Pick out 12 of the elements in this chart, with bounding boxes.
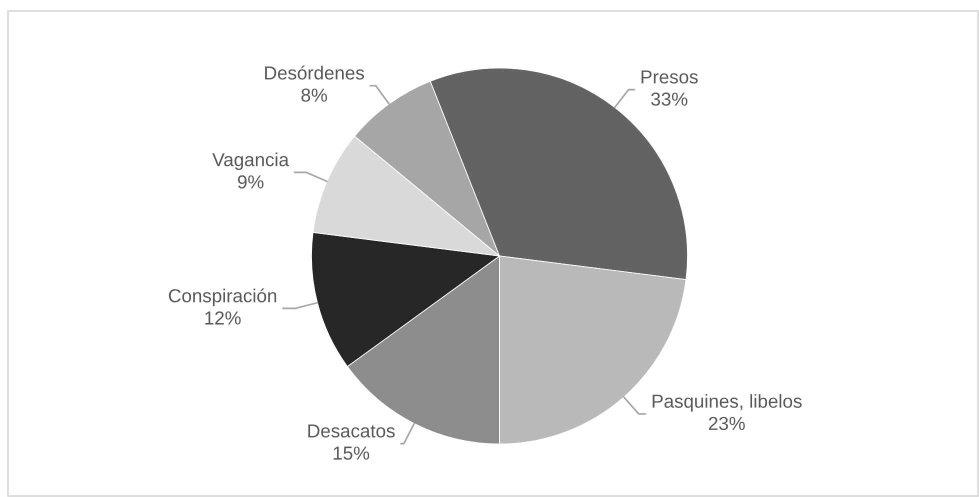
slice-label: Desórdenes <box>265 66 364 80</box>
data-label: 33% <box>651 92 688 106</box>
slice-label: Vagancia <box>212 152 290 170</box>
data-label: 9% <box>238 175 264 189</box>
data-label: 23% <box>708 416 745 430</box>
slice-label: Desacatos <box>308 424 395 438</box>
slice-label: Presos <box>642 70 698 84</box>
slice-label: Pasquines, libelos <box>652 394 802 412</box>
data-label: 8% <box>301 88 328 102</box>
slice-label: Conspiración <box>168 288 276 306</box>
data-label: 12% <box>205 311 241 325</box>
data-label: 15% <box>334 446 370 460</box>
